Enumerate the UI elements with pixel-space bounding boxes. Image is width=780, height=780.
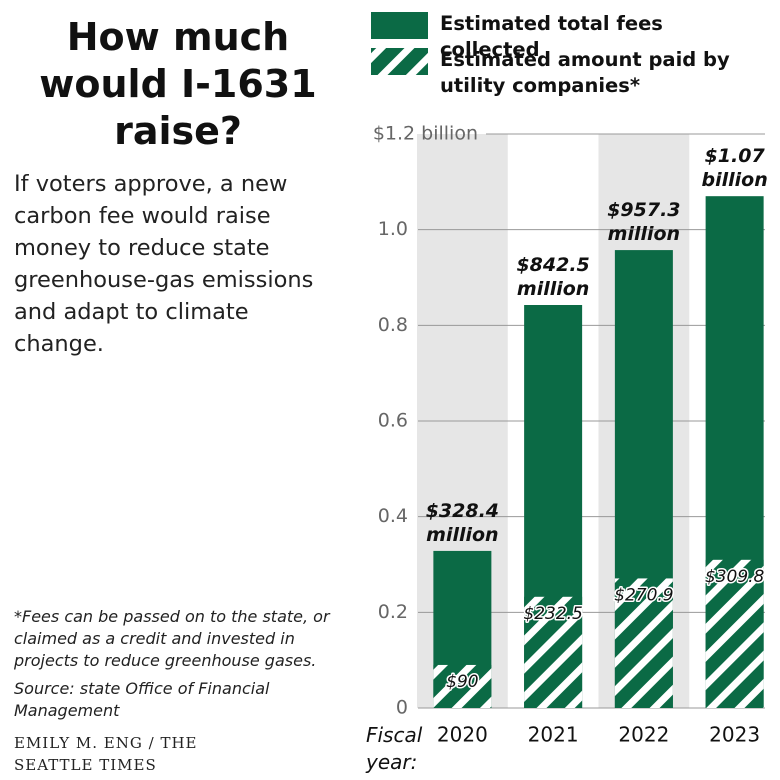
legend-label: Estimated amount paid by utility compani… <box>440 48 730 97</box>
x-tick-label: 2022 <box>618 723 669 747</box>
value-label: $1.07 billion <box>701 145 768 192</box>
x-axis-label: Fiscal year: <box>366 723 423 774</box>
note: *Fees can be passed on to the state, or … <box>14 607 330 670</box>
y-tick-label: $1.2 billion <box>373 123 478 145</box>
bar <box>614 578 673 708</box>
legend-swatch <box>371 48 428 75</box>
source: Source: state Office of Financial Manage… <box>14 679 270 720</box>
legend-swatch <box>371 12 428 39</box>
x-tick-label: 2020 <box>437 723 488 747</box>
value-label: $232.5 <box>523 604 582 624</box>
y-tick-label: 0.4 <box>378 505 408 527</box>
y-tick-label: 1.0 <box>378 218 408 240</box>
value-label: $957.3 million <box>607 199 681 246</box>
subtitle: If voters approve, a new carbon fee woul… <box>14 171 314 357</box>
y-tick-label: 0.2 <box>378 601 408 623</box>
value-label: $842.5 million <box>516 254 590 300</box>
bar <box>524 596 583 708</box>
credit: EMILY M. ENG / THE SEATTLE TIMES <box>14 734 198 774</box>
y-tick-label: 0.8 <box>378 314 408 336</box>
legend-label: Estimated total fees collected <box>440 12 663 61</box>
value-label: $328.4 million <box>425 499 500 546</box>
bar <box>433 664 492 708</box>
y-tick-label: 0 <box>396 697 408 719</box>
value-label: $270.9 <box>614 585 673 605</box>
value-label: $309.8 <box>705 567 765 587</box>
chart-title: How much would I-1631 raise? <box>39 15 317 153</box>
x-tick-label: 2021 <box>528 723 579 747</box>
y-tick-label: 0.6 <box>378 410 408 432</box>
x-tick-label: 2023 <box>709 723 760 747</box>
bar <box>705 559 764 708</box>
value-label: $90 <box>446 672 478 692</box>
